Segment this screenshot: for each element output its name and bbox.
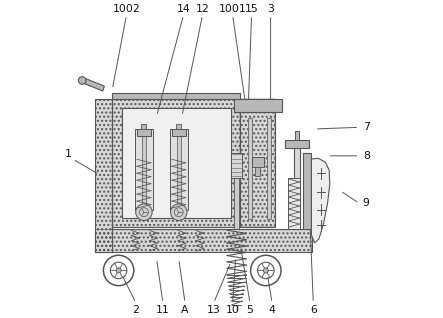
Circle shape [136, 204, 152, 220]
Bar [231, 153, 242, 178]
Text: 1001: 1001 [219, 4, 246, 14]
Bar [170, 129, 188, 210]
Text: 8: 8 [363, 151, 369, 161]
Bar [141, 123, 147, 129]
Bar [95, 229, 312, 252]
Text: A: A [181, 305, 189, 315]
Bar [252, 157, 264, 167]
Text: 11: 11 [156, 305, 170, 315]
Text: 13: 13 [207, 305, 221, 315]
Circle shape [78, 77, 86, 84]
Bar [122, 108, 231, 218]
Bar [95, 229, 312, 252]
Bar [288, 178, 300, 229]
Circle shape [103, 255, 134, 286]
Circle shape [257, 262, 274, 279]
Bar [177, 132, 181, 208]
Bar [137, 129, 151, 136]
Bar [255, 167, 260, 176]
Text: 4: 4 [269, 305, 276, 315]
Bar [285, 140, 309, 148]
Bar [95, 99, 112, 252]
Bar [294, 145, 300, 229]
Circle shape [251, 255, 281, 286]
Bar [112, 99, 241, 227]
Bar [303, 153, 311, 229]
Text: 7: 7 [363, 122, 369, 132]
Bar [112, 93, 241, 100]
Bar [176, 123, 181, 129]
Bar [135, 129, 153, 210]
Bar [234, 178, 239, 229]
Circle shape [263, 268, 268, 273]
Bar [249, 118, 252, 219]
Circle shape [171, 204, 187, 220]
Bar [112, 99, 241, 227]
Polygon shape [83, 78, 105, 91]
Bar [172, 129, 186, 136]
Text: 15: 15 [245, 4, 258, 14]
Text: 1002: 1002 [113, 4, 140, 14]
Text: 5: 5 [247, 305, 253, 315]
Bar [234, 100, 282, 112]
Bar [241, 99, 275, 227]
Bar [295, 131, 299, 140]
Circle shape [116, 268, 121, 273]
Bar [142, 132, 146, 208]
Text: 9: 9 [363, 198, 369, 208]
Text: 14: 14 [177, 4, 190, 14]
Text: 6: 6 [310, 305, 317, 315]
Text: 2: 2 [132, 305, 140, 315]
Text: 12: 12 [196, 4, 210, 14]
Text: 1: 1 [65, 149, 71, 159]
Circle shape [110, 262, 127, 279]
Text: 10: 10 [225, 305, 240, 315]
Polygon shape [311, 158, 330, 243]
Bar [241, 99, 275, 227]
Bar [268, 118, 271, 219]
Text: 3: 3 [267, 4, 274, 14]
Bar [95, 99, 112, 252]
